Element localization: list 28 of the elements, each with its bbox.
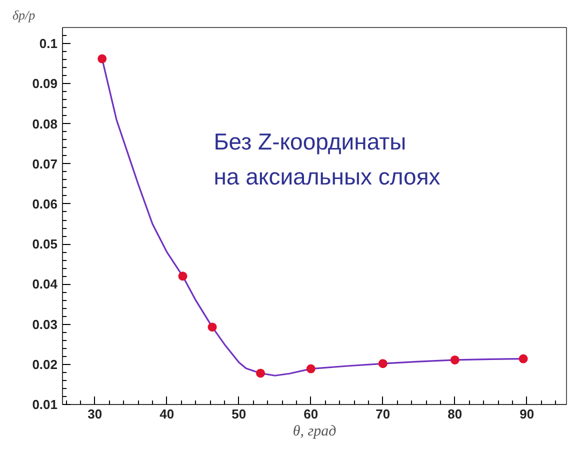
y-tick-label: 0.04 bbox=[32, 276, 58, 292]
x-tick-label: 90 bbox=[520, 406, 534, 422]
y-tick-label: 0.02 bbox=[32, 356, 58, 372]
x-tick-label: 70 bbox=[376, 406, 390, 422]
y-axis-title: δp/p bbox=[12, 8, 36, 22]
y-tick-label: 0.03 bbox=[32, 316, 58, 332]
x-axis-title: θ, град bbox=[292, 424, 337, 440]
y-tick-label: 0.08 bbox=[32, 116, 58, 132]
x-tick-label: 60 bbox=[304, 406, 318, 422]
x-tick-label: 30 bbox=[88, 406, 102, 422]
x-tick-label: 80 bbox=[448, 406, 462, 422]
point bbox=[518, 354, 528, 364]
y-tick-label: 0.05 bbox=[32, 236, 58, 252]
y-tick-label: 0.1 bbox=[39, 36, 58, 52]
point bbox=[306, 364, 316, 374]
y-tick-label: 0.06 bbox=[32, 196, 58, 212]
point bbox=[256, 368, 265, 378]
x-tick-label: 40 bbox=[160, 406, 174, 422]
point bbox=[178, 272, 188, 281]
y-tick-label: 0.09 bbox=[32, 76, 58, 92]
point bbox=[98, 54, 107, 64]
point bbox=[450, 355, 460, 364]
point bbox=[378, 359, 388, 368]
annotation: Без Z-координаты на аксиальных слоях bbox=[214, 128, 441, 190]
y-tick-label: 0.07 bbox=[32, 156, 58, 172]
point bbox=[208, 322, 217, 332]
x-tick-label: 50 bbox=[232, 406, 246, 422]
y-tick-label: 0.01 bbox=[32, 397, 58, 412]
